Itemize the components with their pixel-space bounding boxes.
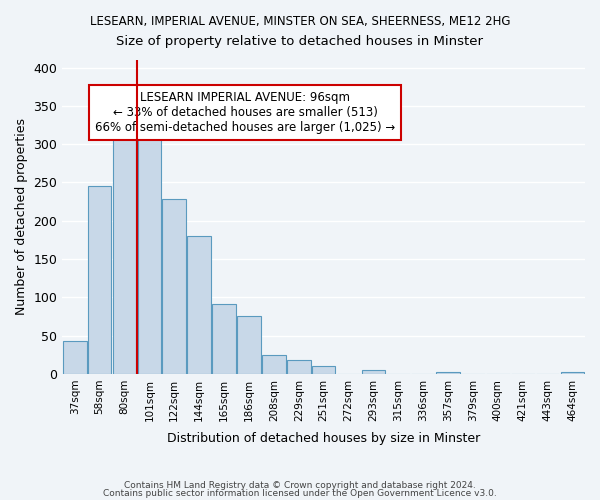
Bar [63,341,86,374]
Text: Size of property relative to detached houses in Minster: Size of property relative to detached ho… [116,35,484,48]
X-axis label: Distribution of detached houses by size in Minster: Distribution of detached houses by size … [167,432,480,445]
Text: LESEARN, IMPERIAL AVENUE, MINSTER ON SEA, SHEERNESS, ME12 2HG: LESEARN, IMPERIAL AVENUE, MINSTER ON SEA… [90,15,510,28]
Bar [137,118,161,374]
Bar [436,372,460,374]
Bar [88,186,112,374]
Bar [287,360,311,374]
Text: LESEARN IMPERIAL AVENUE: 96sqm
← 33% of detached houses are smaller (513)
66% of: LESEARN IMPERIAL AVENUE: 96sqm ← 33% of … [95,92,395,134]
Bar [362,370,385,374]
Bar [163,200,186,374]
Bar [561,372,584,374]
Y-axis label: Number of detached properties: Number of detached properties [15,118,28,316]
Text: Contains HM Land Registry data © Crown copyright and database right 2024.: Contains HM Land Registry data © Crown c… [124,481,476,490]
Bar [187,236,211,374]
Bar [113,134,136,374]
Bar [312,366,335,374]
Bar [237,316,261,374]
Text: Contains public sector information licensed under the Open Government Licence v3: Contains public sector information licen… [103,488,497,498]
Bar [262,355,286,374]
Bar [212,304,236,374]
